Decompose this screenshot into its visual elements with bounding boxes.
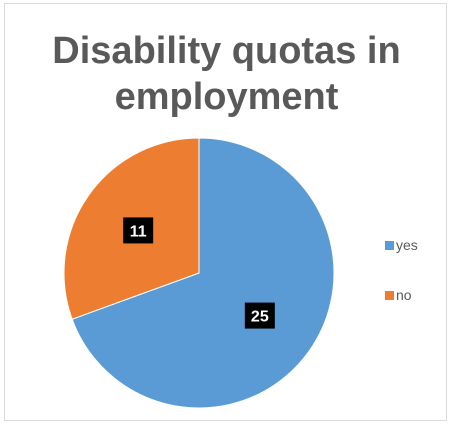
- data-label-no: 11: [123, 217, 154, 244]
- legend-item-yes: yes: [385, 237, 418, 253]
- data-label-yes: 25: [244, 302, 275, 329]
- legend-swatch-no: [385, 290, 394, 300]
- chart-title-line-2: employment: [114, 76, 339, 118]
- legend-label-no: no: [396, 287, 412, 303]
- pie-slice-yes: [71, 137, 335, 409]
- svg-text:25: 25: [251, 309, 269, 326]
- legend-swatch-yes: [385, 240, 394, 250]
- svg-text:11: 11: [130, 223, 147, 240]
- chart-title-line-1: Disability quotas in: [52, 30, 401, 72]
- legend-item-no: no: [385, 287, 412, 303]
- legend-label-yes: yes: [396, 237, 418, 253]
